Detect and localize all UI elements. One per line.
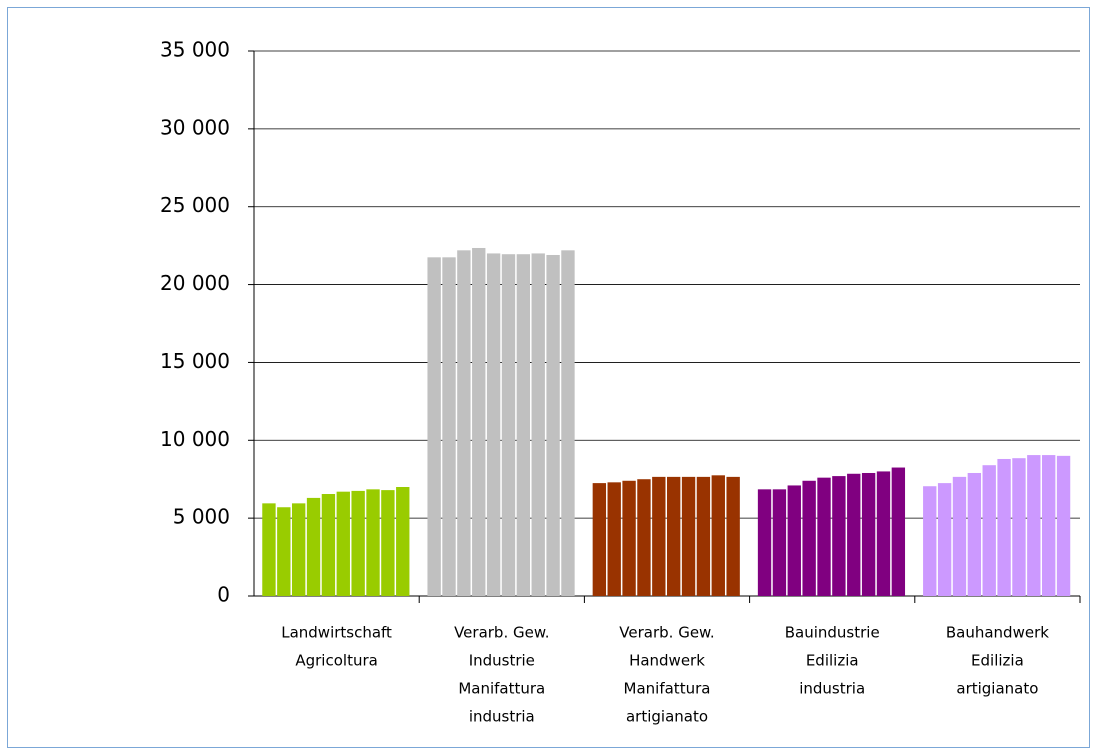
x-tick-label: artigianato (956, 680, 1038, 698)
bar (501, 254, 516, 596)
y-tick-label: 35 000 (160, 38, 230, 62)
bar (967, 472, 982, 596)
x-tick-label: Agricoltura (295, 652, 377, 670)
bar (652, 476, 666, 596)
bar (607, 482, 621, 596)
bar (787, 485, 801, 596)
x-tick-label: Bauindustrie (785, 624, 880, 642)
bar (696, 476, 711, 596)
bar (472, 247, 486, 596)
bar (711, 475, 725, 596)
frame (7, 7, 1090, 748)
bar (891, 467, 906, 596)
y-tick-label: 30 000 (160, 115, 230, 139)
y-tick-label: 25 000 (160, 193, 230, 217)
bar (396, 487, 410, 596)
bar (667, 476, 681, 596)
bar (997, 458, 1011, 596)
bar (681, 476, 696, 596)
x-tick-label: artigianato (626, 708, 708, 726)
bar (427, 257, 441, 596)
x-tick-label: industria (469, 708, 535, 726)
bar (531, 253, 545, 596)
bar (802, 480, 816, 596)
y-tick-label: 5 000 (173, 505, 230, 529)
bar (1042, 455, 1056, 596)
bar (923, 486, 937, 596)
bar (861, 472, 876, 596)
bar (847, 473, 861, 596)
bar (637, 479, 651, 596)
x-tick-label: Bauhandwerk (946, 624, 1049, 642)
x-tick-label: Handwerk (629, 652, 705, 670)
bar (306, 497, 321, 596)
bar (1027, 455, 1041, 596)
bar (321, 494, 336, 596)
bar (381, 490, 395, 596)
bar (351, 490, 365, 596)
bar (457, 250, 471, 597)
bar (1056, 455, 1071, 596)
x-tick-label: Landwirtschaft (281, 624, 392, 642)
bar (486, 253, 501, 596)
bar (262, 503, 276, 596)
bar (876, 471, 891, 596)
y-tick-label: 20 000 (160, 271, 230, 295)
y-tick-label: 10 000 (160, 427, 230, 451)
bar (726, 476, 740, 596)
x-tick-label: Industrie (469, 652, 535, 670)
bar (952, 476, 967, 596)
x-tick-label: Edilizia (806, 652, 859, 670)
bar (817, 477, 831, 596)
bar (982, 465, 996, 596)
bar (832, 476, 846, 596)
bar (1012, 458, 1026, 596)
bar (561, 250, 575, 597)
bar (366, 489, 380, 596)
x-tick-label: Verarb. Gew. (454, 624, 549, 642)
bar (336, 491, 350, 596)
x-tick-label: Manifattura (624, 680, 711, 698)
x-tick-label: industria (799, 680, 865, 698)
x-tick-label: Edilizia (971, 652, 1024, 670)
x-tick-label: Manifattura (458, 680, 545, 698)
bar (622, 480, 636, 596)
bar (937, 483, 952, 596)
bar (277, 507, 291, 596)
x-tick-label: Verarb. Gew. (619, 624, 714, 642)
y-tick-label: 0 (217, 583, 230, 607)
bar (592, 483, 607, 596)
y-tick-label: 15 000 (160, 349, 230, 373)
bar (516, 254, 531, 596)
bar (546, 254, 560, 596)
bar (757, 489, 772, 596)
bar (442, 257, 456, 596)
bar (291, 503, 306, 596)
bar (772, 489, 787, 596)
